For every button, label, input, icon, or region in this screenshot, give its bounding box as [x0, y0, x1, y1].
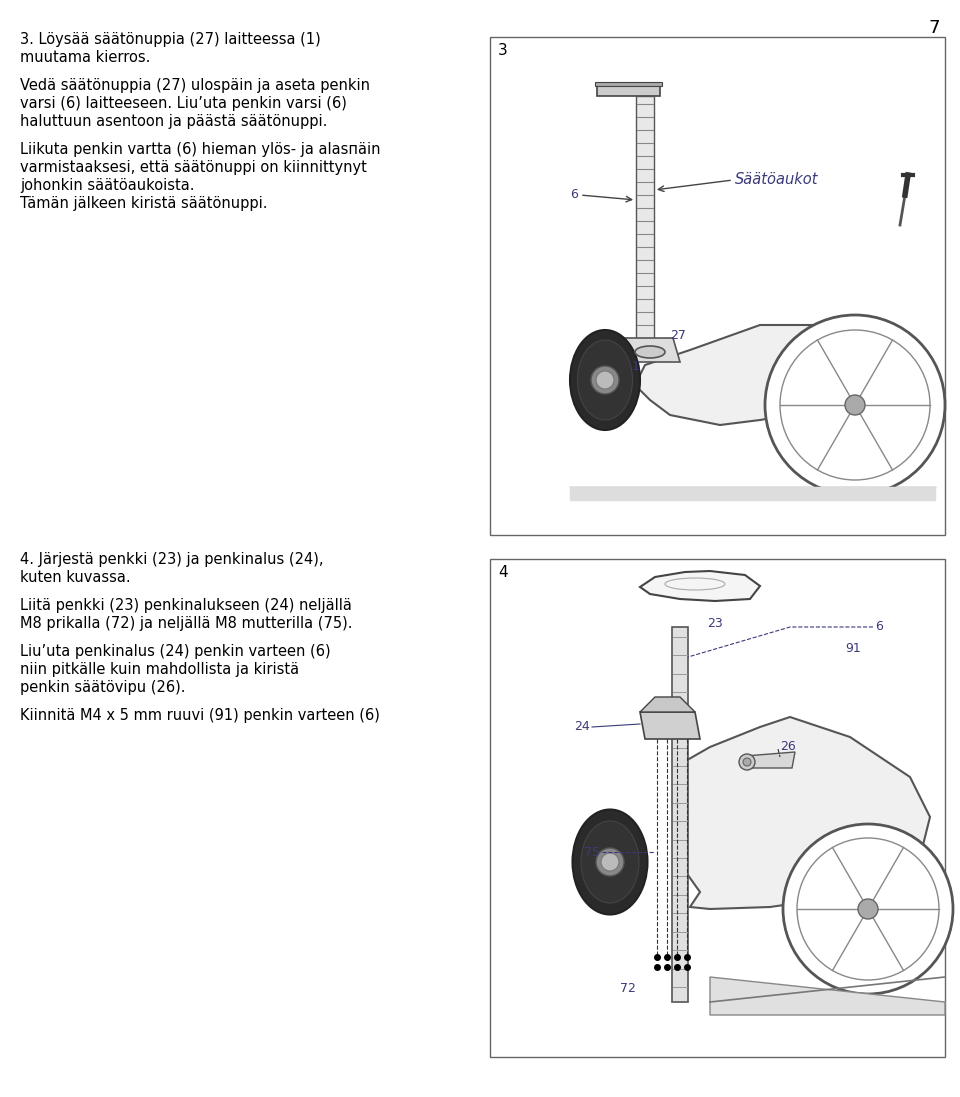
Polygon shape [640, 712, 700, 739]
Text: Tämän jälkeen kiristä säätönuppi.: Tämän jälkeen kiristä säätönuppi. [20, 196, 268, 211]
Circle shape [596, 848, 624, 877]
Circle shape [765, 315, 945, 495]
Ellipse shape [635, 346, 665, 358]
Text: 1: 1 [632, 360, 640, 373]
Text: 3. Löysää säätönuppia (27) laitteessa (1): 3. Löysää säätönuppia (27) laitteessa (1… [20, 32, 321, 47]
Text: muutama kierros.: muutama kierros. [20, 50, 151, 65]
Text: Liikuta penkin vartta (6) hieman ylös- ja alasпäin: Liikuta penkin vartta (6) hieman ylös- j… [20, 142, 380, 157]
Text: 26: 26 [780, 740, 796, 754]
Circle shape [601, 853, 619, 871]
Polygon shape [672, 627, 688, 1002]
Text: 4: 4 [498, 565, 508, 580]
Polygon shape [635, 325, 935, 425]
Circle shape [797, 838, 939, 980]
Text: 6: 6 [570, 189, 578, 202]
Ellipse shape [572, 810, 647, 915]
Circle shape [845, 395, 865, 415]
Text: Vedä säätönuppia (27) ulospäin ja aseta penkin: Vedä säätönuppia (27) ulospäin ja aseta … [20, 78, 370, 93]
Text: 3: 3 [498, 43, 508, 58]
Ellipse shape [581, 821, 639, 903]
Polygon shape [710, 977, 945, 1015]
Text: M8 prikalla (72) ja neljällä M8 mutterilla (75).: M8 prikalla (72) ja neljällä M8 mutteril… [20, 617, 352, 631]
Text: varsi (6) laitteeseen. Liu’uta penkin varsi (6): varsi (6) laitteeseen. Liu’uta penkin va… [20, 97, 347, 111]
Circle shape [743, 758, 751, 766]
Text: 7: 7 [928, 19, 940, 37]
Polygon shape [640, 697, 695, 712]
Polygon shape [742, 753, 795, 768]
Polygon shape [610, 338, 680, 362]
Text: 24: 24 [574, 721, 590, 734]
Text: Liitä penkki (23) penkinalukseen (24) neljällä: Liitä penkki (23) penkinalukseen (24) ne… [20, 598, 352, 613]
Circle shape [783, 824, 953, 994]
Text: 6: 6 [875, 621, 883, 633]
Polygon shape [570, 487, 935, 500]
Text: Säätöaukot: Säätöaukot [735, 172, 819, 188]
Polygon shape [597, 84, 660, 97]
Text: varmistaaksesi, että säätönuppi on kiinnittynyt: varmistaaksesi, että säätönuppi on kiinn… [20, 160, 367, 176]
Ellipse shape [570, 330, 640, 430]
Text: 75: 75 [584, 846, 600, 859]
Text: 4. Järjestä penkki (23) ja penkinalus (24),: 4. Järjestä penkki (23) ja penkinalus (2… [20, 552, 324, 567]
Circle shape [780, 330, 930, 480]
Text: 27: 27 [670, 329, 685, 342]
Polygon shape [636, 97, 654, 340]
Circle shape [591, 366, 619, 394]
Circle shape [858, 900, 878, 919]
Polygon shape [640, 572, 760, 601]
Circle shape [739, 754, 755, 770]
Text: johonkin säätöaukoista.: johonkin säätöaukoista. [20, 178, 195, 193]
Text: kuten kuvassa.: kuten kuvassa. [20, 570, 131, 585]
Text: penkin säätövipu (26).: penkin säätövipu (26). [20, 680, 185, 695]
Text: Kiinnitä M4 x 5 mm ruuvi (91) penkin varteen (6): Kiinnitä M4 x 5 mm ruuvi (91) penkin var… [20, 708, 380, 723]
Text: 91: 91 [845, 643, 861, 656]
Polygon shape [595, 82, 662, 86]
Bar [490, 37, 945, 535]
Text: 23: 23 [708, 617, 723, 630]
Text: niin pitkälle kuin mahdollista ja kiristä: niin pitkälle kuin mahdollista ja kirist… [20, 661, 300, 677]
Text: haluttuun asentoon ja päästä säätönuppi.: haluttuun asentoon ja päästä säätönuppi. [20, 114, 327, 129]
Text: Liu’uta penkinalus (24) penkin varteen (6): Liu’uta penkinalus (24) penkin varteen (… [20, 644, 330, 659]
Circle shape [596, 371, 614, 389]
Polygon shape [675, 717, 930, 909]
Text: 72: 72 [620, 983, 636, 995]
Bar [490, 559, 945, 1058]
Ellipse shape [578, 340, 633, 420]
